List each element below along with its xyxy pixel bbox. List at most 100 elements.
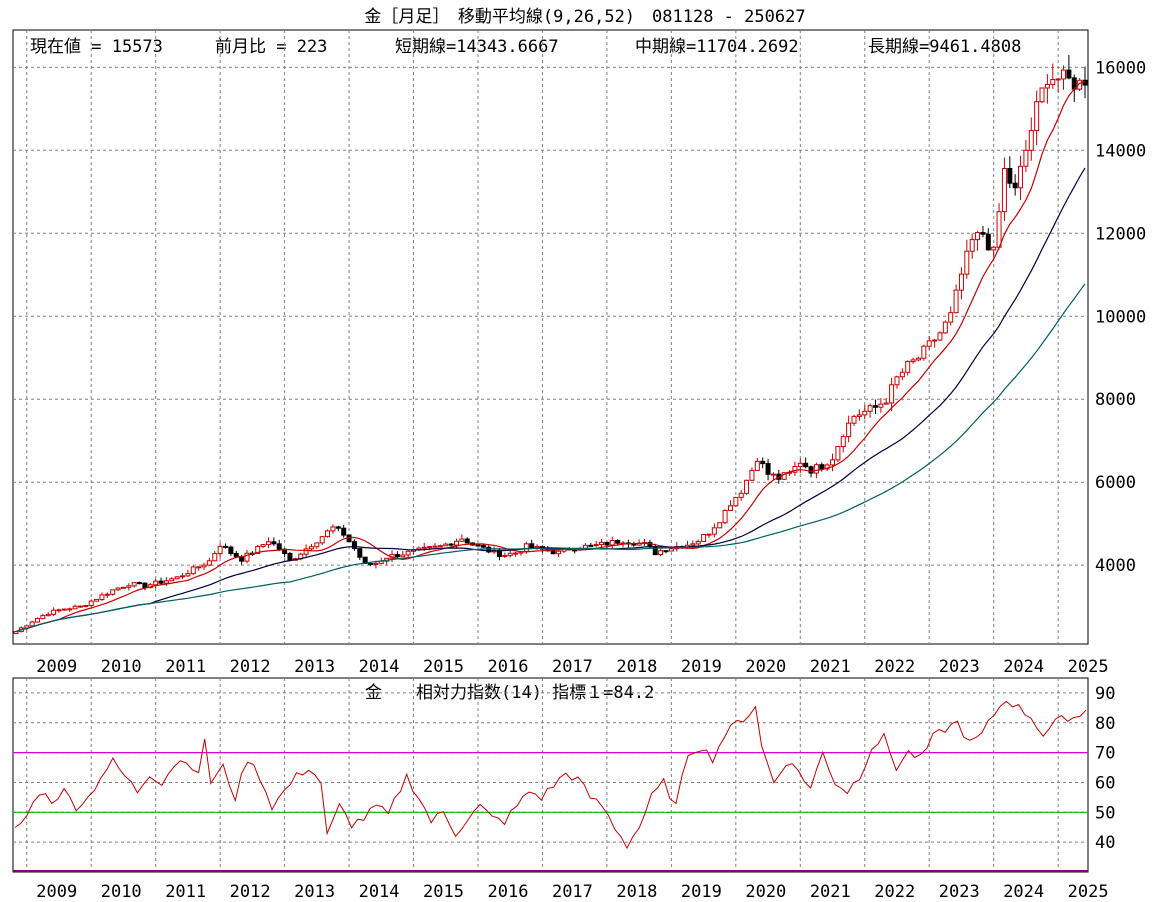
rsi-x-tick-label: 2019 [681, 882, 722, 902]
candle-body [201, 564, 207, 568]
candle-body [749, 469, 755, 481]
price-x-tick-label: 2018 [616, 657, 657, 677]
candle-body [668, 548, 674, 552]
rsi-x-tick-label: 2018 [616, 882, 657, 902]
candle-body [894, 376, 900, 386]
long-ma-line [15, 283, 1086, 633]
candle-body [835, 446, 841, 461]
candle-body [770, 473, 776, 476]
candle-body [958, 273, 964, 291]
rsi-x-tick-label: 2014 [359, 882, 400, 902]
rsi-x-tick-label: 2023 [939, 882, 980, 902]
candle-body [153, 580, 159, 586]
candle-body [711, 527, 717, 535]
candle-body [34, 618, 40, 623]
candle-body [475, 544, 481, 547]
candle-body [991, 246, 997, 251]
candle-body [932, 339, 938, 342]
price-y-tick-label: 4000 [1095, 556, 1136, 576]
rsi-x-tick-label: 2017 [552, 882, 593, 902]
candle-body [335, 526, 341, 529]
candle-body [163, 580, 169, 584]
mid-ma-line [15, 167, 1086, 633]
candle-body [738, 492, 744, 498]
mid-ma-label: 中期線=11704.2692 [635, 37, 799, 57]
candle-body [325, 530, 331, 538]
candle-body [1007, 167, 1013, 184]
candle-body [856, 414, 862, 417]
candle-body [373, 562, 379, 565]
month-change-label: 前月比 = 223 [215, 37, 327, 57]
candle-body [1044, 83, 1050, 89]
rsi-x-tick-label: 2024 [1003, 882, 1044, 902]
candle-body [13, 631, 19, 635]
candle-body [180, 575, 186, 578]
current-value-label: 現在値 = 15573 [30, 37, 163, 57]
candle-body [67, 608, 73, 611]
price-x-tick-label: 2019 [681, 657, 722, 677]
candle-body [137, 582, 143, 585]
candle-body [744, 479, 750, 494]
short-ma-line [15, 80, 1086, 633]
candle-body [233, 553, 239, 558]
candle-body [190, 566, 196, 575]
candle-body [615, 539, 621, 544]
candle-body [905, 361, 911, 373]
candle-body [115, 587, 121, 591]
candle-body [99, 594, 105, 600]
candle-body [502, 555, 508, 558]
candle-body [658, 550, 664, 556]
rsi-x-tick-label: 2020 [745, 882, 786, 902]
candle-body [872, 405, 878, 408]
candle-body [889, 384, 895, 404]
candle-body [701, 533, 707, 542]
price-y-tick-label: 8000 [1095, 390, 1136, 410]
candle-body [448, 543, 454, 546]
price-y-tick-label: 14000 [1095, 141, 1146, 161]
candle-body [523, 543, 529, 553]
candle-body [255, 545, 261, 554]
price-x-tick-label: 2023 [939, 657, 980, 677]
candle-body [942, 321, 948, 334]
candle-body [803, 462, 809, 468]
candle-body [223, 545, 229, 548]
candle-body [459, 538, 465, 542]
candle-body [196, 566, 202, 569]
candle-body [609, 539, 615, 546]
candle-body [421, 546, 427, 549]
candle-body [368, 562, 374, 565]
rsi-series [13, 700, 1088, 872]
candle-body [51, 609, 57, 615]
candle-body [104, 593, 110, 596]
rsi-x-tick-label: 2010 [101, 882, 142, 902]
candle-body [910, 359, 916, 363]
candle-body [846, 422, 852, 438]
price-x-tick-label: 2016 [488, 657, 529, 677]
price-x-tick-label: 2009 [36, 657, 77, 677]
candle-body [303, 548, 309, 555]
rsi-x-tick-label: 2012 [230, 882, 271, 902]
rsi-x-tick-label: 2022 [874, 882, 915, 902]
candle-body [1082, 79, 1088, 86]
candle-body [513, 552, 519, 555]
price-y-tick-label: 12000 [1095, 224, 1146, 244]
candle-body [529, 543, 535, 549]
candle-body [83, 605, 89, 608]
candle-body [212, 553, 218, 562]
candle-body [56, 609, 62, 612]
price-x-tick-label: 2015 [423, 657, 464, 677]
price-x-tick-label: 2011 [165, 657, 206, 677]
candle-body [45, 613, 51, 617]
candle-body [878, 403, 884, 408]
candle-body [77, 605, 83, 608]
candlesticks [13, 54, 1088, 635]
candle-body [1055, 78, 1061, 81]
rsi-x-tick-label: 2011 [165, 882, 206, 902]
candle-body [244, 552, 250, 562]
price-x-tick-label: 2012 [230, 657, 271, 677]
candle-body [1050, 79, 1056, 85]
price-x-tick-label: 2010 [101, 657, 142, 677]
price-x-tick-label: 2014 [359, 657, 400, 677]
candle-body [556, 550, 562, 555]
candle-body [405, 550, 411, 556]
